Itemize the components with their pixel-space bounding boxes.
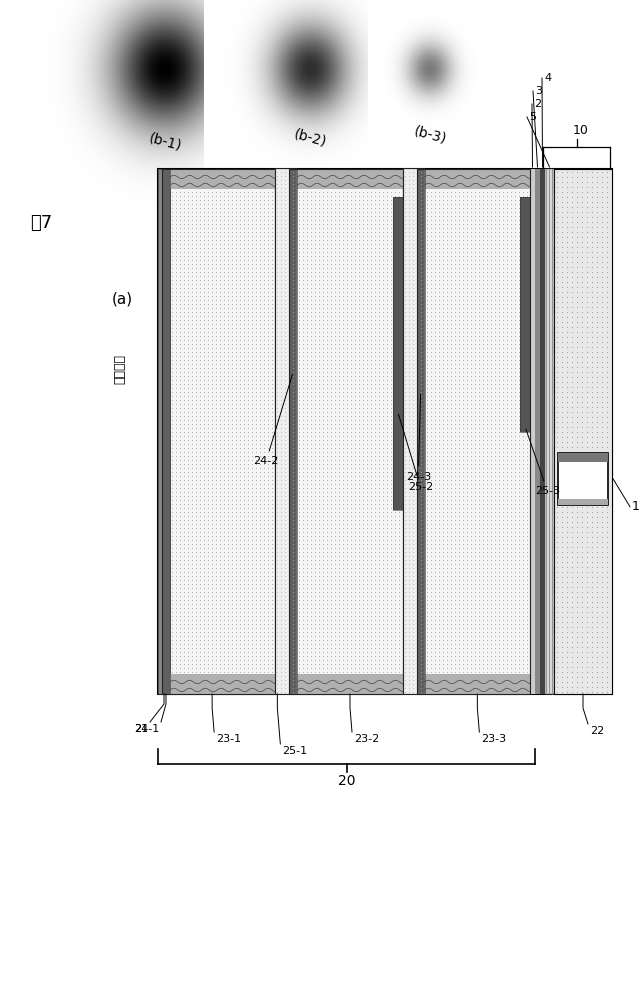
Bar <box>545 169 554 694</box>
Bar <box>520 197 530 431</box>
Text: 観察者側: 観察者側 <box>113 354 127 384</box>
Bar <box>170 674 275 694</box>
Bar <box>417 169 425 694</box>
Bar <box>298 169 403 189</box>
Bar <box>298 674 403 694</box>
Bar <box>289 169 298 694</box>
Bar <box>558 499 608 505</box>
Bar <box>275 169 298 694</box>
Bar <box>289 169 298 694</box>
Bar <box>554 169 612 694</box>
Bar <box>535 169 540 694</box>
Bar <box>393 197 403 510</box>
Text: 4: 4 <box>544 73 551 83</box>
Text: 3: 3 <box>535 86 542 96</box>
Bar <box>275 169 298 694</box>
Text: 21: 21 <box>134 724 148 734</box>
Bar <box>425 674 530 694</box>
Text: 24-2: 24-2 <box>253 374 292 467</box>
Bar <box>162 169 170 694</box>
Bar <box>545 169 554 694</box>
Bar <box>520 197 530 431</box>
Bar <box>417 169 425 694</box>
Bar <box>403 169 425 694</box>
Text: 2: 2 <box>534 99 541 109</box>
Text: 25-2: 25-2 <box>399 414 433 492</box>
Bar <box>162 169 170 694</box>
Text: (b-1): (b-1) <box>147 131 183 153</box>
Text: 25-1: 25-1 <box>282 746 307 756</box>
Text: 22: 22 <box>590 726 604 736</box>
Bar <box>170 189 275 674</box>
Bar <box>289 169 403 694</box>
Text: (a): (a) <box>112 292 133 307</box>
Bar <box>298 189 403 674</box>
Text: 1: 1 <box>632 500 640 513</box>
Bar <box>403 169 425 694</box>
Text: 5: 5 <box>529 112 536 122</box>
Bar <box>170 169 275 189</box>
Bar <box>558 453 608 505</box>
Text: 23-2: 23-2 <box>354 734 380 744</box>
Text: 24-3: 24-3 <box>406 395 431 482</box>
Bar <box>554 169 612 694</box>
Bar <box>558 453 608 462</box>
Text: 20: 20 <box>338 774 355 788</box>
Text: 24-1: 24-1 <box>134 724 159 734</box>
Text: 25-3: 25-3 <box>526 429 560 496</box>
Text: 10: 10 <box>573 124 588 137</box>
Bar <box>162 169 275 694</box>
Bar <box>158 169 612 694</box>
Bar <box>393 197 403 510</box>
Bar <box>540 169 545 694</box>
Text: (b-3): (b-3) <box>412 124 448 146</box>
Text: (b-2): (b-2) <box>292 127 328 149</box>
Text: 23-3: 23-3 <box>481 734 506 744</box>
Bar <box>425 169 530 189</box>
Bar <box>158 169 170 694</box>
Bar <box>158 169 170 694</box>
Bar <box>417 169 530 694</box>
Text: 23-1: 23-1 <box>216 734 241 744</box>
Bar <box>530 169 535 694</box>
Bar <box>425 189 530 674</box>
Text: 図7: 図7 <box>30 214 52 232</box>
